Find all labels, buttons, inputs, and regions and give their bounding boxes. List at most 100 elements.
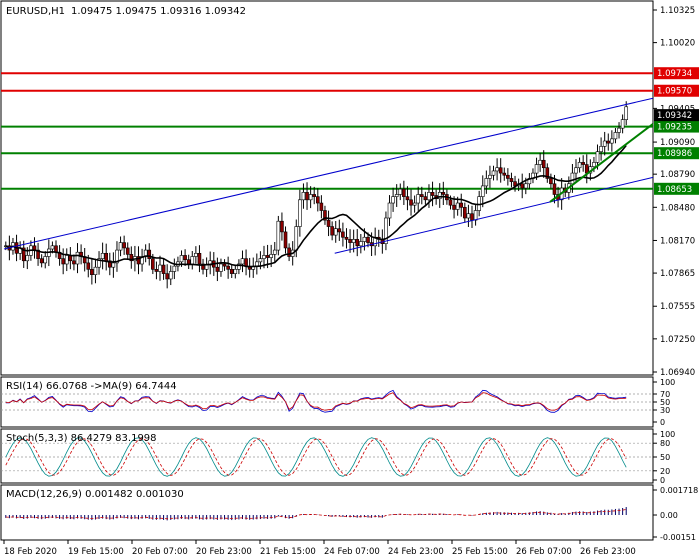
candle-body	[186, 259, 191, 265]
candle-body	[333, 228, 338, 236]
candle-body	[624, 106, 629, 120]
support-level-label: 1.08986	[657, 149, 692, 159]
candle-body	[506, 174, 510, 179]
candle-body	[168, 271, 173, 280]
candle-body	[154, 269, 159, 272]
main-chart-layer	[1, 72, 654, 289]
rsi-ma-line	[5, 392, 627, 411]
candle-body	[473, 210, 478, 221]
candle-body	[183, 255, 187, 261]
candle-body	[330, 226, 334, 236]
candle-body	[280, 220, 284, 233]
candle-body	[61, 258, 65, 265]
resistance-level-label: 1.09734	[657, 69, 692, 79]
rsi-title: RSI(14) 66.0768 ->MA(9) 64.7444	[6, 381, 177, 392]
rsi-tick-label: 50	[660, 398, 670, 407]
resistance-level-tag	[654, 84, 699, 97]
candle-body	[620, 119, 625, 129]
support-level-tag	[654, 120, 699, 133]
candle-body	[337, 228, 342, 233]
support-level-tag	[654, 147, 699, 160]
candle-body	[570, 172, 575, 185]
candle-body	[64, 255, 69, 265]
price-tick-label: 1.07250	[660, 335, 695, 345]
support-level-label: 1.09235	[657, 123, 692, 133]
candle-body	[538, 159, 542, 165]
candle-body	[348, 239, 352, 243]
stoch-title: Stoch(5,3,3) 86.4279 83.1998	[6, 433, 157, 444]
candle-body	[172, 265, 177, 272]
candle-body	[362, 236, 367, 242]
candle-body	[75, 251, 80, 265]
time-tick-label: 24 Feb 07:00	[324, 547, 380, 557]
candle-body	[136, 256, 141, 265]
rsi-tick-label: 100	[660, 378, 675, 387]
price-tick-label: 1.08480	[660, 203, 695, 213]
current-price-tag	[654, 109, 699, 122]
macd-signal-line	[5, 509, 627, 520]
candle-body	[491, 170, 496, 176]
candle-body	[305, 192, 309, 201]
candle-body	[366, 236, 370, 243]
candle-body	[387, 202, 392, 219]
candle-body	[315, 196, 320, 204]
candle-body	[520, 183, 525, 189]
candle-body	[412, 202, 417, 206]
candle-body	[294, 226, 299, 251]
candle-body	[459, 202, 464, 208]
price-tick-label: 1.10020	[660, 39, 695, 49]
time-tick-label: 25 Feb 15:00	[452, 547, 508, 557]
candle-body	[237, 263, 241, 270]
candle-body	[419, 194, 424, 197]
macd-tick-label: 0.00	[660, 511, 678, 520]
candle-body	[90, 269, 94, 275]
candle-body	[595, 151, 600, 163]
candle-body	[613, 132, 618, 140]
candle-body	[50, 245, 55, 250]
candle-body	[287, 247, 291, 257]
candle-body	[194, 252, 198, 257]
stoch-tick-label: 80	[660, 439, 670, 448]
candle-body	[351, 239, 356, 243]
stoch-tick-label: 0	[660, 476, 665, 485]
candle-body	[107, 260, 112, 268]
candle-body	[509, 178, 514, 182]
candle-body	[97, 258, 101, 268]
candle-body	[502, 172, 507, 176]
candle-body	[25, 255, 30, 262]
time-tick-label: 19 Feb 15:00	[68, 547, 124, 557]
candle-body	[552, 183, 557, 195]
candle-body	[161, 264, 166, 274]
candle-body	[104, 252, 109, 262]
candle-body	[283, 231, 288, 249]
candle-body	[115, 249, 119, 264]
candle-body	[54, 245, 58, 253]
candle-body	[359, 241, 363, 247]
candle-body	[326, 219, 331, 227]
moving-average-line	[5, 144, 627, 268]
candle-body	[355, 239, 360, 247]
candle-body	[394, 194, 399, 197]
candle-body	[455, 202, 460, 210]
candle-body	[344, 236, 349, 240]
time-tick-label: 20 Feb 23:00	[196, 547, 252, 557]
candle-body	[592, 162, 596, 167]
candle-body	[262, 255, 266, 259]
candle-body	[276, 220, 281, 251]
candle-body	[111, 262, 116, 268]
stoch-tick-label: 20	[660, 467, 670, 476]
price-tick-label: 1.08790	[660, 170, 695, 180]
candle-body	[409, 199, 413, 206]
candle-body	[391, 196, 395, 204]
rsi-tick-label: 30	[660, 406, 670, 415]
resistance-level-tag	[654, 67, 699, 80]
candle-body	[441, 192, 446, 195]
macd-title: MACD(12,26,9) 0.001482 0.001030	[6, 489, 184, 500]
time-tick-label: 26 Feb 07:00	[516, 547, 572, 557]
candle-body	[480, 185, 485, 197]
candle-body	[398, 188, 403, 195]
candle-body	[384, 217, 388, 244]
stoch-tick-label: 50	[660, 453, 670, 462]
candle-body	[86, 262, 91, 270]
main-chart-title: EURUSD,H1 1.09475 1.09475 1.09316 1.09342	[6, 6, 246, 17]
